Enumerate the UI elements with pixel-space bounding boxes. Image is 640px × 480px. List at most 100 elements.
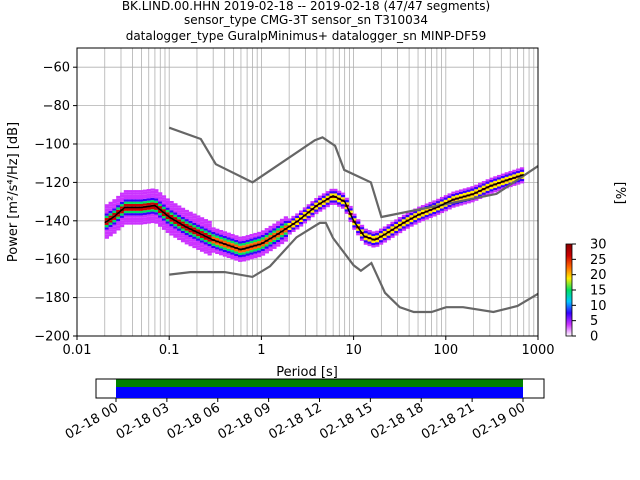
heatmap-cell: [199, 226, 205, 229]
heatmap-cell: [359, 224, 365, 228]
heatmap-cell: [131, 201, 136, 204]
heatmap-cell: [199, 242, 205, 245]
heatmap-cell: [283, 220, 288, 224]
heatmap-cell: [139, 217, 144, 221]
heatmap-cell: [238, 238, 243, 242]
heatmap-cell: [439, 199, 445, 202]
heatmap-cell: [279, 221, 285, 224]
heatmap-cell: [173, 205, 178, 208]
heatmap-cell: [287, 232, 292, 235]
heatmap-cell: [119, 211, 125, 214]
heatmap-cell: [203, 221, 208, 224]
heatmap-cell: [253, 242, 258, 245]
heatmap-cell: [104, 222, 109, 225]
heatmap-cell: [112, 217, 117, 220]
heatmap-cell: [485, 188, 490, 191]
heatmap-cell: [257, 236, 262, 239]
heatmap-cell: [123, 213, 129, 216]
heatmap-cell: [116, 223, 121, 226]
heatmap-cell: [161, 216, 167, 219]
heatmap-cell: [310, 212, 315, 215]
heatmap-cell: [394, 228, 399, 231]
heatmap-cell: [318, 209, 323, 212]
heatmap-cell: [493, 187, 498, 191]
heatmap-cell: [299, 221, 304, 225]
heatmap-cell: [104, 211, 109, 214]
heatmap-cell: [348, 208, 353, 211]
heatmap-cell: [135, 203, 140, 207]
heatmap-cell: [158, 192, 163, 195]
heatmap-cell: [249, 250, 254, 253]
heatmap-cell: [119, 204, 125, 207]
heatmap-cell: [169, 203, 174, 206]
heatmap-cell: [299, 219, 304, 222]
heatmap-cell: [504, 172, 509, 175]
heatmap-cell: [485, 179, 490, 182]
heatmap-cell: [108, 201, 113, 205]
heatmap-cell: [119, 192, 125, 195]
heatmap-cell: [127, 210, 132, 214]
high-noise-model-curve: [168, 126, 539, 219]
heatmap-cell: [352, 225, 357, 228]
heatmap-cell: [219, 253, 224, 256]
heatmap-cell: [119, 206, 125, 209]
heatmap-cell: [127, 199, 132, 202]
heatmap-cell: [283, 237, 288, 240]
heatmap-cell: [257, 231, 262, 235]
heatmap-cell: [211, 245, 216, 249]
heatmap-cell: [131, 208, 136, 211]
heatmap-cell: [154, 221, 159, 224]
heatmap-cell: [165, 228, 170, 231]
heatmap-cell: [135, 192, 140, 195]
heatmap-cell: [466, 191, 471, 195]
heatmap-cell: [108, 231, 113, 235]
heatmap-cell: [352, 213, 357, 216]
heatmap-cell: [211, 250, 216, 253]
heatmap-cell: [219, 230, 224, 233]
heatmap-cell: [378, 240, 384, 243]
heatmap-cell: [401, 219, 407, 222]
heatmap-cell: [283, 216, 288, 219]
heatmap-cell: [340, 194, 346, 198]
heatmap-cell: [432, 200, 437, 203]
heatmap-cell: [211, 229, 216, 232]
heatmap-cell: [169, 233, 174, 236]
heatmap-cell: [371, 242, 376, 246]
heatmap-cell: [180, 230, 186, 234]
heatmap-cell: [356, 230, 361, 234]
heatmap-cell: [241, 240, 247, 244]
heatmap-cell: [314, 202, 319, 205]
heatmap-cell: [356, 228, 361, 231]
heatmap-cell: [127, 213, 132, 216]
heatmap-cell: [276, 235, 281, 238]
heatmap-cell: [310, 210, 315, 213]
heatmap-cell: [226, 253, 231, 256]
heatmap-cell: [272, 228, 277, 231]
heatmap-cell: [184, 216, 189, 220]
heatmap-cell: [203, 237, 208, 240]
heatmap-cell: [146, 191, 151, 194]
heatmap-cell: [458, 198, 464, 201]
heatmap-cell: [272, 237, 277, 240]
heatmap-cell: [314, 209, 319, 212]
heatmap-cell: [192, 213, 197, 216]
heatmap-cell: [318, 204, 323, 208]
heatmap-cell: [222, 245, 228, 248]
heatmap-cell: [203, 219, 208, 222]
heatmap-cell: [299, 210, 304, 213]
heatmap-cell: [249, 233, 254, 237]
heatmap-cell: [184, 221, 189, 224]
heatmap-cell: [439, 196, 445, 200]
heatmap-cell: [497, 177, 502, 180]
heatmap-cell: [238, 250, 243, 253]
heatmap-cell: [420, 209, 426, 212]
heatmap-cell: [154, 202, 159, 206]
heatmap-cell: [455, 202, 460, 205]
heatmap-cell: [401, 214, 407, 217]
heatmap-cell: [340, 204, 346, 207]
heatmap-cell: [226, 239, 231, 242]
heatmap-cell: [295, 224, 300, 228]
heatmap-cell: [203, 228, 208, 231]
heatmap-cell: [485, 190, 490, 194]
